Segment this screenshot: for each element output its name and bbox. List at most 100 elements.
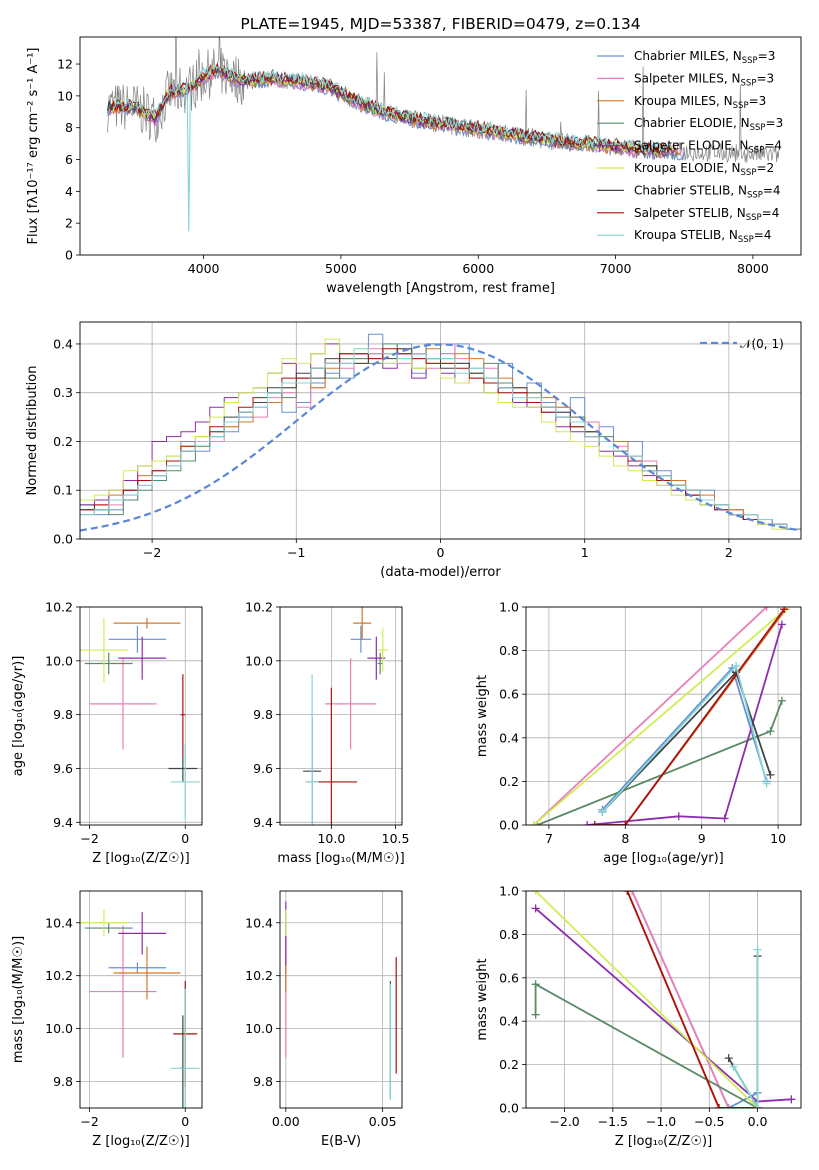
weight-marker [787,1095,796,1104]
errorbar-point [89,925,157,1058]
x-tick-label: −2 [80,1114,98,1129]
weight-line [537,700,783,825]
y-tick-label: 9.4 [53,815,73,830]
panel-residuals: −2 −1 0 1 2 0.0 0.1 0.2 0.3 0.4 (data-model)/error… [25,321,802,580]
panel-age_vs_Z: −2 0 9.4 9.6 9.8 10.0 10.2 Z [log₁₀(Z/Z☉)] age [… [11,600,203,866]
errorbar-point [118,912,167,955]
y-tick-label: 10.2 [45,600,73,615]
y-tick-label: 0.0 [499,1101,519,1116]
legend-label: Kroupa ELODIE, NSSP=2 [634,161,774,178]
x-tick-label: −2.0 [549,1114,579,1129]
model-line [112,64,668,232]
weight-marker [732,661,741,670]
errorbar-point [170,988,200,1108]
errorbar-point [170,744,200,820]
y-tick-label: 0.0 [499,818,519,833]
y-tick-label: 10 [57,88,73,103]
plot-area [106,37,781,232]
x-tick-label: 10.0 [317,831,345,846]
y-tick-label: 1.0 [499,884,519,899]
errorbar-point [80,617,128,683]
plot-area [303,607,388,825]
y-axis-label: mass weight [475,958,490,1040]
y-tick-label: 0.4 [499,1014,519,1029]
weight-marker [531,980,540,989]
weight-marker [766,727,775,736]
weight-marker [621,821,630,825]
weight-line [532,607,768,825]
x-tick-label: 10 [770,831,786,846]
y-tick-label: 0.0 [53,532,73,547]
x-tick-label: 9 [698,831,706,846]
axes-frame [525,606,802,826]
errorbar-point [113,617,181,629]
y-tick-label: 0.2 [499,774,519,789]
x-tick-label: −1.0 [646,1114,676,1129]
y-tick-label: 0.6 [499,970,519,985]
y-tick-label: 8 [65,120,73,135]
y-tick-label: 10.2 [45,968,73,983]
weight-marker [780,607,789,614]
y-tick-label: 10.0 [245,653,273,668]
errorbar-point [377,628,388,672]
x-tick-label: 0.05 [369,1114,397,1129]
plot-area [80,909,200,1108]
panel-spectrum: 4000 5000 6000 7000 8000 0 2 4 6 8 10 12 PLATE=1945,… [26,15,802,296]
x-tick-label: −1.5 [598,1114,628,1129]
errorbar-point [353,607,372,640]
errorbar-point [89,658,157,750]
weight-marker [583,821,592,825]
plot-area [531,891,796,1108]
panel-age_vs_mass: 10.0 10.5 9.4 9.6 9.8 10.0 10.2 mass [log₁₀(M/M… [245,600,409,867]
plot-area [285,901,397,1101]
axes-frame [279,890,403,1109]
weight-marker [531,904,540,913]
y-tick-label: 9.4 [253,815,273,830]
x-axis-label: wavelength [Angstrom, rest frame] [326,281,555,296]
weight-marker [777,620,786,629]
x-axis-label: Z [log₁₀(Z/Z☉)] [615,1134,712,1149]
x-tick-label: 2 [725,545,733,560]
weight-line [631,891,758,1108]
y-tick-label: 9.6 [253,761,273,776]
y-tick-label: 9.6 [53,761,73,776]
weight-marker [762,607,771,611]
plot-area [80,617,200,820]
legend-label: 𝒩(0, 1) [740,337,784,351]
weight-line [594,608,785,825]
axes-frame [79,321,802,540]
axes-frame [79,36,802,256]
y-tick-label: 10.4 [45,915,73,930]
weight-line [727,956,759,1108]
x-tick-label: 7000 [600,261,632,276]
axes-frame [279,606,403,826]
x-axis-label: age [log₁₀(age/yr)] [603,851,724,866]
errorbar-point [324,658,377,750]
errorbar-point [84,652,133,675]
legend-label: Chabrier ELODIE, NSSP=3 [634,116,783,133]
weight-marker [623,891,632,895]
x-tick-label: 7 [545,831,553,846]
weight-marker [590,821,599,825]
y-axis-label: mass weight [475,675,490,757]
x-axis-label: (data-model)/error [380,565,501,580]
weight-marker [720,814,729,823]
x-tick-label: 0 [181,831,189,846]
errorbar-point [80,909,128,936]
weight-line [533,608,787,825]
weight-marker [714,1104,723,1108]
y-tick-label: 0.3 [53,385,73,400]
weight-marker [753,945,762,954]
panel-weight_vs_Z: −2.0 −1.5 −1.0 −0.5 0.0 0.0 0.2 0.4 0.6 0.8 1.0 Z [… [475,884,802,1149]
weight-marker [753,1104,762,1108]
histogram-step [80,348,801,530]
y-tick-label: 9.8 [53,707,73,722]
errorbar-point [350,625,372,653]
x-axis-label: Z [log₁₀(Z/Z☉)] [92,851,189,866]
x-tick-label: 4000 [188,261,220,276]
y-tick-label: 10.4 [245,915,273,930]
weight-marker [724,1104,733,1108]
y-tick-label: 0 [65,248,73,263]
y-tick-label: 0.1 [53,483,73,498]
